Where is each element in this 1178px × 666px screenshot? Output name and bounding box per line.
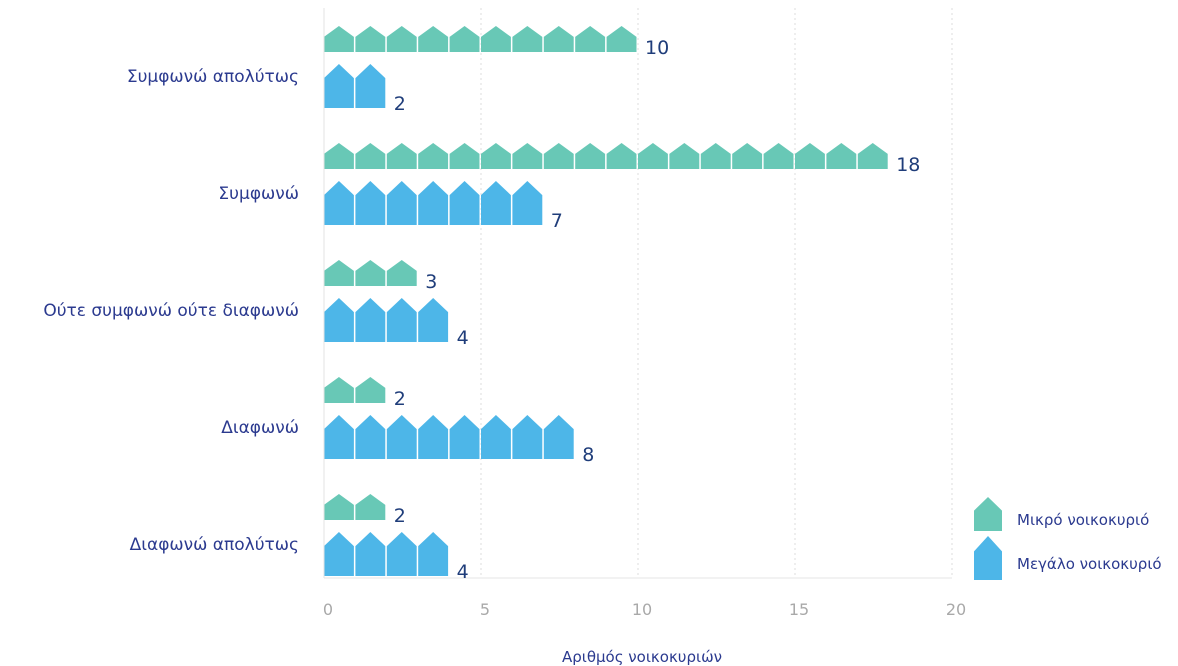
value-label: 7 [551, 210, 563, 232]
value-label: 2 [394, 388, 406, 410]
large-house-icon [418, 181, 449, 225]
small-house-icon [324, 26, 354, 52]
x-tick-label: 20 [946, 600, 966, 619]
bar-marks [324, 26, 888, 576]
small-house-icon [355, 494, 386, 520]
small-house-icon [324, 494, 354, 520]
legend: Μικρό νοικοκυριό Μεγάλο νοικοκυριό [974, 497, 1162, 580]
large-house-icon [324, 181, 354, 225]
large-house-icon [355, 181, 386, 225]
small-house-icon [386, 260, 417, 286]
large-house-icon [386, 181, 417, 225]
small-house-icon [512, 26, 543, 52]
category-labels: Συμφωνώ απολύτως Συμφωνώ Ούτε συμφωνώ ούτε… [43, 67, 299, 555]
value-label: 4 [457, 327, 469, 349]
large-house-icon [355, 415, 386, 459]
large-house-icon [386, 532, 417, 576]
x-axis-title: Αριθμός νοικοκυριών [562, 648, 722, 666]
small-house-icon [449, 143, 480, 169]
small-house-icon [669, 143, 700, 169]
small-house-icon [355, 26, 386, 52]
small-house-icon [355, 377, 386, 403]
large-house-icon [324, 415, 354, 459]
value-label: 8 [582, 444, 594, 466]
x-tick-label: 0 [323, 600, 333, 619]
small-house-icon [512, 143, 543, 169]
large-house-icon [386, 415, 417, 459]
small-house-icon [543, 143, 574, 169]
small-house-icon [795, 143, 825, 169]
x-tick-label: 5 [480, 600, 490, 619]
small-house-icon [386, 26, 417, 52]
large-house-icon [543, 415, 574, 459]
large-house-icon [418, 415, 449, 459]
value-label: 3 [425, 271, 437, 293]
category-label: Συμφωνώ απολύτως [127, 67, 299, 87]
legend-label: Μεγάλο νοικοκυριό [1017, 555, 1162, 573]
small-house-icon [481, 143, 511, 169]
small-house-icon [481, 26, 511, 52]
category-label: Διαφωνώ απολύτως [130, 535, 299, 555]
small-house-icon [324, 260, 354, 286]
large-house-icon [481, 415, 511, 459]
small-house-icon [700, 143, 731, 169]
small-house-icon [418, 26, 449, 52]
small-house-icon [575, 143, 606, 169]
value-labels: 10 2 18 7 3 4 2 8 2 4 [394, 37, 921, 583]
value-label: 2 [394, 505, 406, 527]
gridlines [324, 8, 953, 579]
legend-label: Μικρό νοικοκυριό [1017, 511, 1149, 529]
small-house-icon [575, 26, 606, 52]
large-house-icon [481, 181, 511, 225]
x-tick-label: 10 [632, 600, 652, 619]
category-label: Διαφωνώ [221, 418, 299, 438]
large-house-icon [449, 181, 480, 225]
x-tick-labels: 0 5 10 15 20 [323, 600, 966, 619]
legend-small-house-icon [974, 497, 1002, 531]
large-house-icon [512, 181, 543, 225]
large-house-icon [324, 532, 354, 576]
value-label: 10 [645, 37, 669, 59]
large-house-icon [355, 64, 386, 108]
category-label: Ούτε συμφωνώ ούτε διαφωνώ [43, 301, 299, 321]
small-house-icon [732, 143, 763, 169]
large-house-icon [324, 64, 354, 108]
x-tick-label: 15 [789, 600, 809, 619]
small-house-icon [606, 143, 637, 169]
value-label: 18 [896, 154, 920, 176]
small-house-icon [826, 143, 857, 169]
large-house-icon [449, 415, 480, 459]
small-house-icon [763, 143, 794, 169]
small-house-icon [386, 143, 417, 169]
value-label: 2 [394, 93, 406, 115]
large-house-icon [355, 298, 386, 342]
small-house-icon [606, 26, 637, 52]
large-house-icon [324, 298, 354, 342]
small-house-icon [355, 260, 386, 286]
large-house-icon [418, 298, 449, 342]
small-house-icon [355, 143, 386, 169]
small-house-icon [638, 143, 668, 169]
large-house-icon [512, 415, 543, 459]
small-house-icon [449, 26, 480, 52]
small-house-icon [418, 143, 449, 169]
large-house-icon [418, 532, 449, 576]
large-house-icon [355, 532, 386, 576]
small-house-icon [324, 377, 354, 403]
small-house-icon [324, 143, 354, 169]
value-label: 4 [457, 561, 469, 583]
category-label: Συμφωνώ [218, 184, 299, 204]
small-house-icon [857, 143, 888, 169]
legend-large-house-icon [974, 536, 1002, 580]
small-house-icon [543, 26, 574, 52]
large-house-icon [386, 298, 417, 342]
